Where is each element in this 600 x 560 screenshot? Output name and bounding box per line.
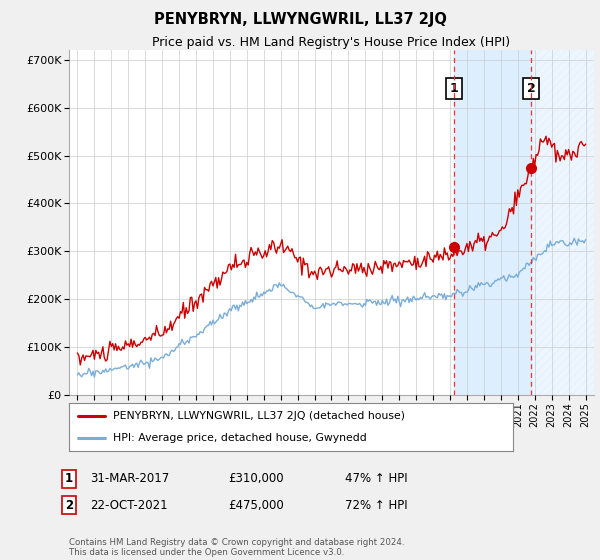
- Text: 47% ↑ HPI: 47% ↑ HPI: [345, 472, 407, 486]
- Text: 22-OCT-2021: 22-OCT-2021: [90, 498, 167, 512]
- Text: PENYBRYN, LLWYNGWRIL, LL37 2JQ (detached house): PENYBRYN, LLWYNGWRIL, LL37 2JQ (detached…: [113, 411, 406, 421]
- Bar: [454, 50, 532, 395]
- Text: £310,000: £310,000: [228, 472, 284, 486]
- Text: 2: 2: [527, 82, 536, 95]
- Text: 1: 1: [65, 472, 73, 486]
- Text: Contains HM Land Registry data © Crown copyright and database right 2024.
This d: Contains HM Land Registry data © Crown c…: [69, 538, 404, 557]
- Bar: [532, 50, 594, 395]
- Text: £475,000: £475,000: [228, 498, 284, 512]
- Title: Price paid vs. HM Land Registry's House Price Index (HPI): Price paid vs. HM Land Registry's House …: [152, 36, 511, 49]
- Text: 31-MAR-2017: 31-MAR-2017: [90, 472, 169, 486]
- Text: 1: 1: [450, 82, 458, 95]
- Text: 72% ↑ HPI: 72% ↑ HPI: [345, 498, 407, 512]
- Text: HPI: Average price, detached house, Gwynedd: HPI: Average price, detached house, Gwyn…: [113, 433, 367, 443]
- Text: PENYBRYN, LLWYNGWRIL, LL37 2JQ: PENYBRYN, LLWYNGWRIL, LL37 2JQ: [154, 12, 446, 27]
- Text: 2: 2: [65, 498, 73, 512]
